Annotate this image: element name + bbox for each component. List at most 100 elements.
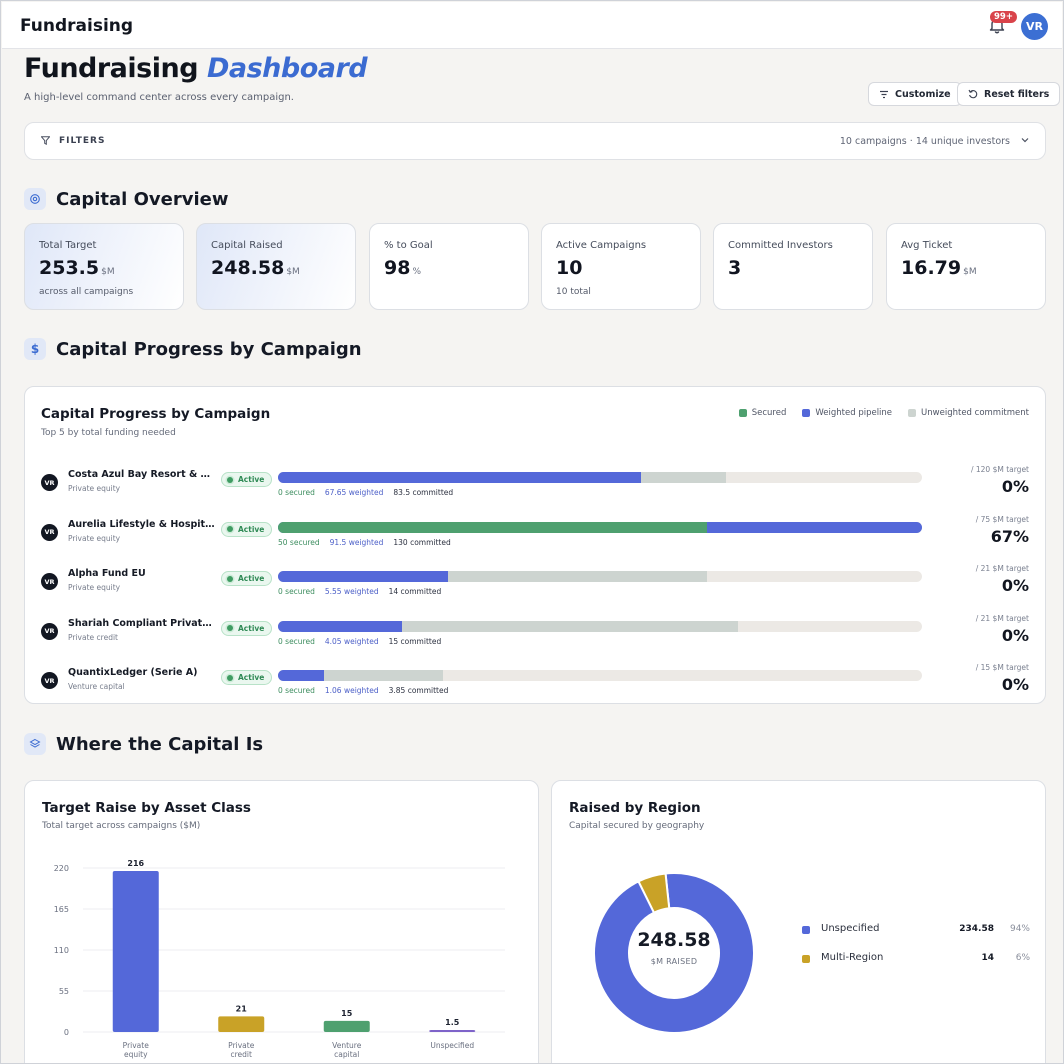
customize-button[interactable]: Customize: [868, 82, 962, 106]
region-legend-item[interactable]: Unspecified 234.58 94%: [802, 923, 1030, 937]
filters-bar[interactable]: FILTERS 10 campaigns · 14 unique investo…: [24, 122, 1046, 160]
asset-class-bar-chart: 055110165220216Privateequity21Privatecre…: [54, 859, 505, 1059]
campaign-avatar: VR: [41, 523, 58, 541]
region-legend-item[interactable]: Multi-Region 14 6%: [802, 952, 1030, 966]
kpi-label: Avg Ticket: [901, 240, 953, 251]
campaign-avatar: VR: [41, 672, 58, 690]
status-badge: Active: [221, 670, 273, 686]
progress-track: [278, 472, 922, 483]
secured-stat: 0 secured: [278, 587, 315, 597]
capital-progress-card: Capital Progress by Campaign Top 5 by to…: [24, 386, 1046, 704]
x-category-label: Unspecified: [430, 1041, 474, 1050]
unweighted-segment: [278, 670, 444, 682]
donut-slice[interactable]: [637, 872, 671, 915]
weighted-stat: 1.06 weighted: [324, 686, 379, 696]
y-tick-label: 165: [54, 905, 69, 914]
weighted-stat: 67.65 weighted: [324, 488, 384, 497]
bar[interactable]: [429, 1030, 476, 1032]
y-tick-label: 220: [54, 864, 69, 873]
campaign-stats: 0 secured 1.06 weighted 3.85 committed: [278, 686, 458, 695]
campaign-stats: 50 secured 91.5 weighted 130 committed: [278, 538, 461, 547]
campaign-name[interactable]: Costa Azul Bay Resort & Residences: [68, 469, 216, 480]
sliders-icon: [880, 90, 888, 98]
campaign-type: Private equity: [68, 484, 121, 493]
campaign-target: / 21 $M target: [975, 613, 1029, 623]
legend-secured: Secured: [738, 408, 786, 418]
page-title-main: Fundraising: [24, 53, 199, 84]
committed-stat: 130 committed: [393, 537, 451, 547]
campaign-name[interactable]: Shariah Compliant Private Credit: [68, 617, 216, 629]
customize-label: Customize: [895, 88, 951, 100]
legend-unweighted: Unweighted commitment: [908, 408, 1029, 418]
campaign-row[interactable]: VR QuantixLedger (Serie A) Venture capital…: [25, 662, 1045, 702]
campaign-row[interactable]: VR Aurelia Lifestyle & Hospitality Fund Pr…: [25, 514, 1045, 554]
campaign-name[interactable]: Alpha Fund EU: [68, 568, 146, 580]
y-tick-label: 0: [64, 1028, 69, 1037]
status-badge: Active: [221, 472, 273, 487]
kpi-value: 98%: [384, 257, 422, 279]
secured-stat: 0 secured: [278, 636, 315, 646]
user-avatar[interactable]: VR: [1021, 13, 1048, 40]
donut-slice[interactable]: [593, 872, 755, 1034]
card-title: Target Raise by Asset Class: [42, 800, 251, 816]
campaign-avatar: VR: [41, 573, 58, 591]
status-dot-icon: [227, 674, 233, 681]
page-title: Fundraising Dashboard: [24, 53, 368, 84]
kpi-committed-investors: Committed Investors 3: [713, 223, 873, 310]
progress-legend: Secured Weighted pipeline Unweighted com…: [738, 408, 1029, 418]
x-category-label: equity: [124, 1050, 148, 1059]
campaign-percent: 0%: [1001, 576, 1029, 596]
campaign-row[interactable]: VR Alpha Fund EU Private equity Active 0 sec…: [25, 563, 1045, 603]
weighted-segment: [278, 620, 403, 632]
x-category-label: credit: [231, 1050, 253, 1059]
progress-track: [278, 571, 922, 583]
filter-icon: [41, 136, 50, 145]
status-badge: Active: [221, 620, 273, 636]
region-percent: 6%: [1015, 953, 1030, 963]
kpi-label: % to Goal: [384, 240, 433, 251]
campaign-percent: 67%: [990, 526, 1029, 546]
campaign-row[interactable]: VR Shariah Compliant Private Credit Privat…: [25, 613, 1045, 653]
bar[interactable]: [218, 1016, 265, 1032]
committed-stat: 14 committed: [388, 587, 442, 597]
target-icon: [24, 188, 46, 210]
campaign-row[interactable]: VR Costa Azul Bay Resort & Residences Priv…: [25, 464, 1045, 504]
kpi-value: 10: [556, 257, 583, 279]
region-name: Multi-Region: [821, 952, 884, 963]
kpi-note: across all campaigns: [39, 287, 134, 297]
legend-weighted: Weighted pipeline: [802, 408, 892, 418]
secured-stat: 0 secured: [278, 686, 315, 696]
page-subtitle: A high-level command center across every…: [24, 92, 294, 103]
asset-class-card: Target Raise by Asset Class Total target…: [24, 780, 539, 1063]
weighted-stat: 4.05 weighted: [324, 636, 379, 646]
y-tick-label: 55: [59, 987, 69, 996]
progress-track: [278, 620, 922, 632]
reset-filters-button[interactable]: Reset filters: [957, 82, 1061, 106]
card-subtitle: Total target across campaigns ($M): [42, 821, 201, 831]
weighted-stat: 91.5 weighted: [329, 537, 384, 547]
campaign-avatar: VR: [41, 474, 58, 491]
layers-icon: [24, 733, 46, 755]
x-category-label: Private: [123, 1041, 150, 1050]
status-dot-icon: [227, 526, 233, 533]
chevron-down-icon[interactable]: [1021, 137, 1029, 143]
x-category-label: capital: [334, 1050, 359, 1059]
bar[interactable]: [112, 870, 159, 1032]
weighted-stat: 5.55 weighted: [324, 587, 379, 597]
committed-stat: 15 committed: [388, 636, 442, 646]
bar[interactable]: [323, 1020, 370, 1032]
unweighted-segment: [278, 620, 738, 632]
status-dot-icon: [227, 575, 233, 582]
weighted-segment: [278, 472, 642, 483]
kpi-note: 10 total: [556, 287, 591, 297]
region-value: 14: [981, 953, 994, 963]
y-tick-label: 110: [54, 946, 69, 955]
legend-swatch: [802, 926, 810, 934]
status-dot-icon: [227, 476, 233, 483]
section-title: Capital Overview: [56, 188, 229, 210]
campaign-name[interactable]: QuantixLedger (Serie A): [68, 667, 198, 679]
campaign-name[interactable]: Aurelia Lifestyle & Hospitality Fund: [68, 518, 216, 530]
app-title: Fundraising: [20, 16, 134, 36]
notification-badge: 99+: [990, 11, 1017, 23]
